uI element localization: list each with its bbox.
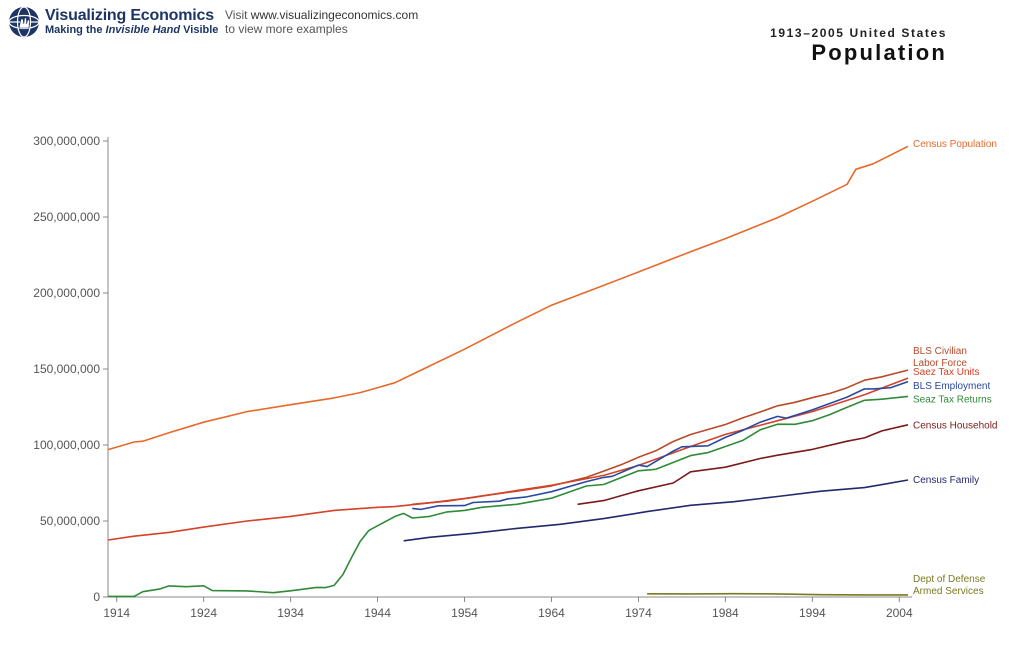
x-tick-label: 1914	[103, 606, 130, 620]
series-label-census-household: Census Household	[913, 420, 998, 431]
y-tick-label: 200,000,000	[33, 286, 100, 300]
series-label-census-population: Census Population	[913, 139, 997, 150]
chart-title: Population	[811, 40, 947, 65]
x-tick-label: 1964	[538, 606, 565, 620]
series-line-bls-civilian-labor-force	[412, 369, 909, 506]
series-label-saez-tax-units: Saez Tax Units	[913, 367, 980, 378]
x-tick-label: 1974	[625, 606, 652, 620]
visit-prefix: Visit	[225, 8, 251, 22]
series-label-bls-civilian-labor-force: BLS Civilian Labor Force	[913, 346, 967, 369]
series-line-census-family	[403, 479, 909, 542]
x-tick-label: 1934	[277, 606, 304, 620]
series-line-dept-of-defense	[647, 592, 908, 596]
series-label-dept-of-defense: Dept of Defense Armed Services	[913, 574, 986, 597]
y-tick-label: 100,000,000	[33, 438, 100, 452]
chart-subtitle: 1913–2005 United States	[770, 26, 947, 40]
x-tick-label: 1954	[451, 606, 478, 620]
brand-tagline-post: Visible	[180, 23, 219, 36]
y-tick-label: 300,000,000	[33, 134, 100, 148]
series-line-census-population	[107, 145, 909, 451]
x-tick-label: 1924	[190, 606, 217, 620]
x-tick-label: 2004	[886, 606, 913, 620]
brand-tagline: Making the Invisible Hand Visible	[45, 23, 219, 37]
series-label-saez-tax-returns: Seaz Tax Returns	[913, 394, 992, 405]
series-line-bls-employment	[412, 380, 909, 511]
visit-url-link[interactable]: www.visualizingeconomics.com	[250, 8, 419, 22]
y-tick-label: 50,000,000	[40, 514, 100, 528]
y-tick-label: 150,000,000	[33, 362, 100, 376]
page-header: Visualizing Economics Making the Invisib…	[0, 0, 1020, 65]
x-tick-label: 1994	[799, 606, 826, 620]
series-line-saez-tax-returns	[108, 395, 909, 598]
brand-tagline-pre: Making the	[45, 23, 106, 36]
y-tick-label: 0	[93, 590, 100, 604]
globe-hand-logo-icon	[8, 6, 40, 38]
brand-tagline-em: Invisible Hand	[105, 23, 181, 36]
series-label-bls-employment: BLS Employment	[913, 381, 990, 392]
visit-line2: to view more examples	[225, 21, 348, 36]
series-line-saez-tax-units	[107, 377, 909, 541]
title-block: 1913–2005 United States Population	[770, 26, 947, 66]
y-tick-label: 250,000,000	[33, 210, 100, 224]
x-tick-label: 1944	[364, 606, 391, 620]
series-label-census-family: Census Family	[913, 475, 979, 486]
x-tick-label: 1984	[712, 606, 739, 620]
series-line-census-household	[577, 424, 909, 506]
brand-name: Visualizing Economics	[45, 6, 214, 24]
brand[interactable]: Visualizing Economics Making the Invisib…	[8, 6, 218, 38]
visit-note: Visit www.visualizingeconomics.com to vi…	[225, 8, 419, 37]
